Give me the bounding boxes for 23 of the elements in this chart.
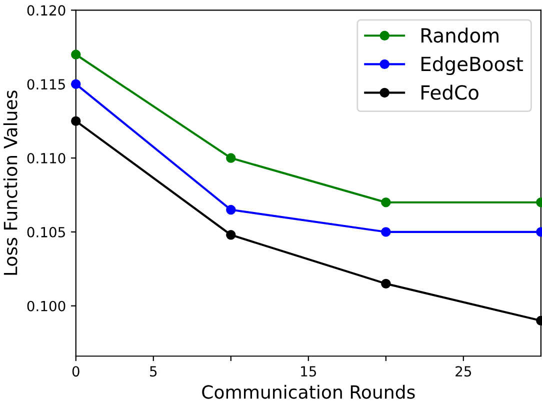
y-tick-label: 0.100	[27, 300, 66, 312]
legend-label: EdgeBoost	[421, 56, 523, 76]
x-tick-label: 25	[456, 366, 472, 377]
x-axis-title: Communication Rounds	[202, 384, 415, 399]
y-tick-label: 0.110	[27, 152, 66, 164]
x-tick-label: 5	[150, 366, 157, 377]
x-tick-label: 15	[301, 366, 316, 377]
legend-label: FedCo	[421, 84, 478, 100]
y-tick-label: 0.115	[27, 79, 65, 90]
point	[71, 79, 81, 89]
x-tick-label: 0	[72, 366, 80, 377]
y-tick-label: 0.105	[27, 226, 65, 238]
legend-label: Random	[421, 28, 498, 43]
point	[71, 116, 81, 126]
point	[381, 198, 391, 208]
point	[381, 227, 391, 237]
point	[226, 204, 236, 215]
point	[226, 153, 236, 163]
point	[226, 230, 236, 240]
point	[381, 278, 391, 289]
point	[71, 50, 81, 60]
y-tick-label: 0.120	[27, 5, 66, 16]
y-axis-title: Loss Function Values	[3, 90, 18, 275]
